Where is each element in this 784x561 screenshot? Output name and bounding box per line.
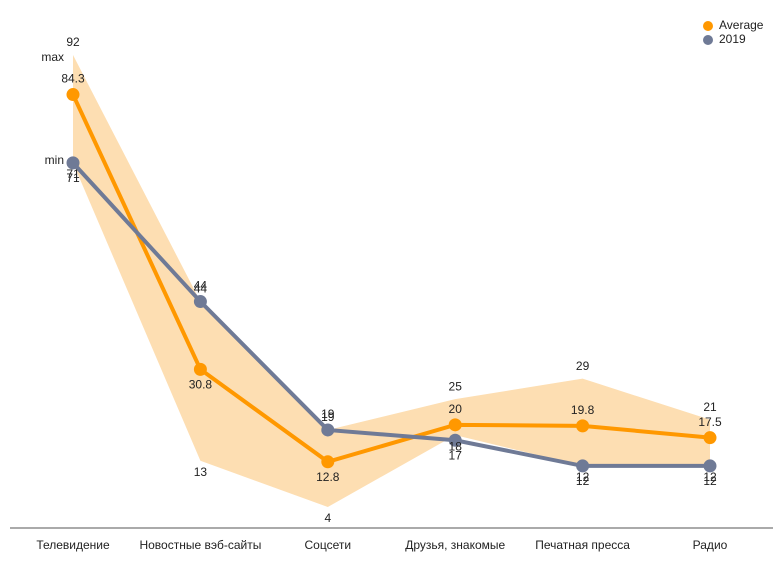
data-label: 12 <box>576 474 590 488</box>
point <box>193 295 207 309</box>
point <box>703 459 717 473</box>
point <box>576 419 590 433</box>
data-label: 30.8 <box>189 378 213 392</box>
point <box>66 88 80 102</box>
max-label: 92 <box>66 35 80 49</box>
series-line <box>71 161 710 468</box>
data-label: 20 <box>449 402 463 416</box>
point <box>576 459 590 473</box>
max-label: 21 <box>703 400 717 414</box>
point <box>703 431 717 445</box>
data-label: 17 <box>449 448 463 462</box>
data-label: 17.5 <box>698 415 722 429</box>
legend-label: Average <box>719 18 764 32</box>
min-label: 12 <box>703 470 717 484</box>
point <box>321 455 335 469</box>
series-line <box>71 93 711 464</box>
min-label: 13 <box>194 465 208 479</box>
min-label: 4 <box>324 511 331 525</box>
range-band <box>73 55 710 507</box>
point <box>448 433 462 447</box>
min-label: 18 <box>449 439 463 453</box>
legend-marker <box>703 21 713 31</box>
x-tick-label: Новостные вэб-сайты <box>139 538 261 552</box>
data-label: 12 <box>703 474 717 488</box>
data-label: 71 <box>66 171 80 185</box>
data-label: 19 <box>321 407 335 421</box>
min-annotation: min <box>45 153 64 167</box>
data-label: 19.8 <box>571 403 595 417</box>
x-tick-label: Радио <box>693 538 728 552</box>
point <box>448 418 462 432</box>
max-label: 44 <box>194 282 208 296</box>
legend-marker <box>703 35 713 45</box>
x-tick-label: Печатная пресса <box>535 538 630 552</box>
point <box>321 423 335 437</box>
min-label: 71 <box>66 167 80 181</box>
data-label: 84.3 <box>61 72 85 86</box>
max-label: 19 <box>321 410 335 424</box>
data-label: 44 <box>194 279 208 293</box>
x-tick-label: Соцсети <box>305 538 352 552</box>
point <box>193 362 207 376</box>
max-label: 25 <box>449 379 463 393</box>
legend-label: 2019 <box>719 32 746 46</box>
data-label: 12.8 <box>316 470 340 484</box>
point <box>66 156 80 170</box>
max-annotation: max <box>41 50 64 64</box>
x-tick-label: Телевидение <box>36 538 110 552</box>
max-label: 29 <box>576 359 590 373</box>
min-label: 12 <box>576 470 590 484</box>
x-tick-label: Друзья, знакомые <box>405 538 505 552</box>
